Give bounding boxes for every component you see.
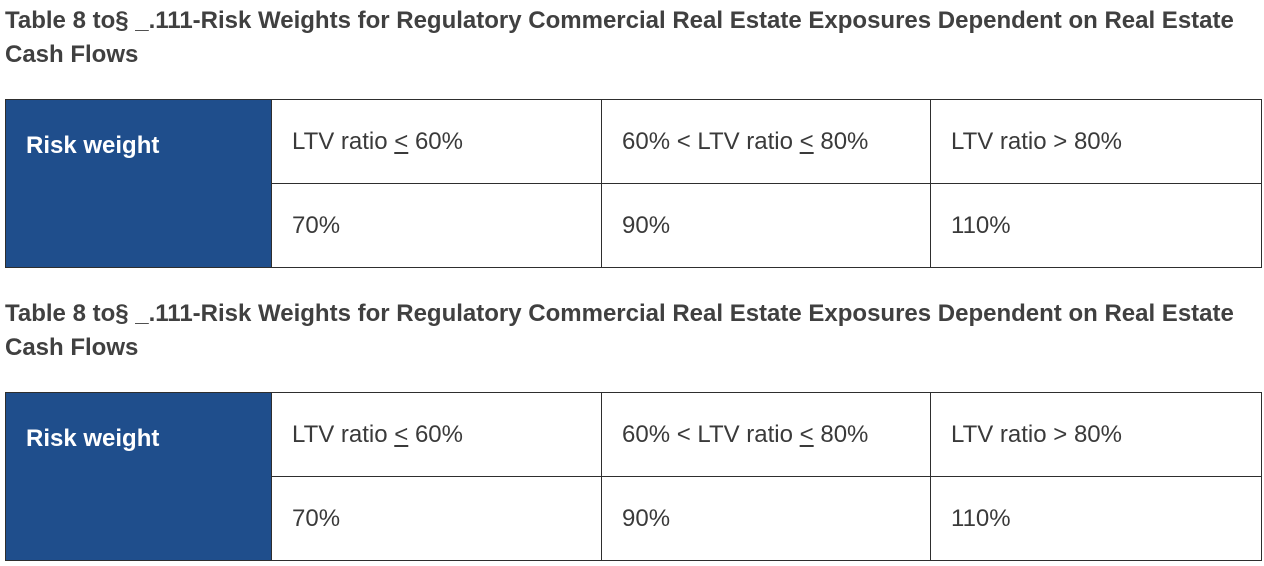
- risk-weight-table-block-1: Table 8 to§ _.111-Risk Weights for Regul…: [5, 4, 1262, 268]
- column-header-prefix: LTV ratio > 80%: [951, 420, 1122, 448]
- risk-weight-header-cell: Risk weight: [5, 99, 272, 268]
- table-row: 70% 90% 110%: [6, 183, 1262, 268]
- column-header-prefix: LTV ratio: [292, 127, 395, 155]
- column-header-operator: <: [394, 420, 409, 448]
- column-header-suffix: 60%: [408, 127, 463, 155]
- risk-weight-label: Risk weight: [26, 425, 160, 452]
- column-header-suffix: 60%: [408, 420, 463, 448]
- column-header-ltv-80: LTV ratio > 80%: [930, 99, 1262, 184]
- column-header-prefix: LTV ratio > 80%: [951, 127, 1122, 155]
- column-header-ltv-80: LTV ratio > 80%: [930, 392, 1262, 477]
- column-header-ltv-60: LTV ratio < 60%: [271, 99, 602, 184]
- column-header-operator: <: [394, 127, 409, 155]
- table-title: Table 8 to§ _.111-Risk Weights for Regul…: [5, 7, 1234, 68]
- table-header-row: Risk weight LTV ratio < 60% 60% < LTV ra…: [5, 392, 1262, 561]
- risk-weight-label: Risk weight: [26, 132, 160, 159]
- column-header-ltv-60-80: 60% < LTV ratio < 80%: [601, 392, 931, 477]
- column-header-ltv-60: LTV ratio < 60%: [271, 392, 602, 477]
- value-cell-ltv-80: 110%: [930, 183, 1262, 268]
- value-cell-ltv-60: 70%: [271, 183, 602, 268]
- column-header-suffix: 80%: [813, 127, 869, 155]
- column-header-suffix: 80%: [813, 420, 869, 448]
- table-header-row: Risk weight LTV ratio < 60% 60% < LTV ra…: [5, 99, 1262, 268]
- column-header-ltv-60-80: 60% < LTV ratio < 80%: [601, 99, 931, 184]
- risk-weight-table-block-2: Table 8 to§ _.111-Risk Weights for Regul…: [5, 297, 1262, 561]
- risk-weight-table: Risk weight LTV ratio < 60% 60% < LTV ra…: [5, 99, 1262, 268]
- value-cell-ltv-60-80: 90%: [601, 476, 931, 561]
- column-header-prefix: LTV ratio: [292, 420, 395, 448]
- value-cell-ltv-60-80: 90%: [601, 183, 931, 268]
- risk-weight-header-cell: Risk weight: [5, 392, 272, 561]
- value-cell-ltv-80: 110%: [930, 476, 1262, 561]
- column-header-operator: <: [799, 127, 814, 155]
- column-header-prefix: 60% < LTV ratio: [622, 127, 800, 155]
- value-cell-ltv-60: 70%: [271, 476, 602, 561]
- risk-weight-table: Risk weight LTV ratio < 60% 60% < LTV ra…: [5, 392, 1262, 561]
- column-header-operator: <: [799, 420, 814, 448]
- table-row: 70% 90% 110%: [6, 476, 1262, 561]
- table-title: Table 8 to§ _.111-Risk Weights for Regul…: [5, 300, 1234, 361]
- column-header-prefix: 60% < LTV ratio: [622, 420, 800, 448]
